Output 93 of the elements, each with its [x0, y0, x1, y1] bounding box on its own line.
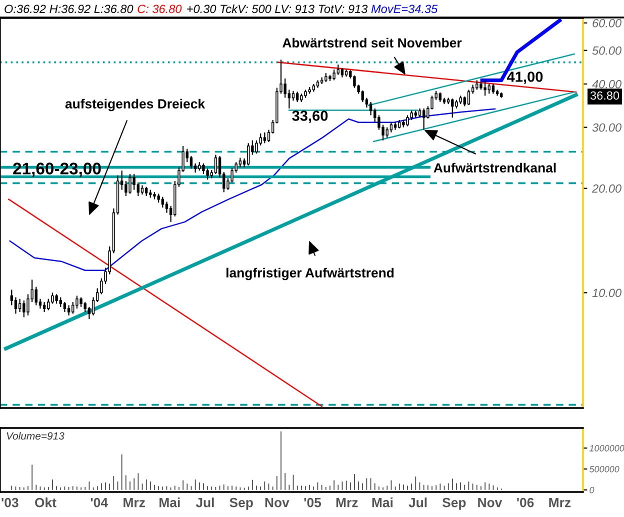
candlestick [10, 289, 14, 306]
x-tick-label: Mrz [549, 498, 571, 508]
text: C: 36.80 [138, 4, 182, 14]
candlestick [369, 101, 372, 116]
candlestick [406, 114, 409, 127]
candlestick [247, 142, 250, 166]
y-tick-label: 40.00 [592, 80, 622, 88]
x-tick-label: Mai [160, 498, 180, 508]
candlestick [132, 173, 136, 190]
candlestick [422, 108, 426, 130]
candlestick [190, 155, 193, 170]
x-tick-label: Nov [265, 498, 290, 508]
x-tick-label: Okt [35, 498, 56, 508]
candlestick [467, 89, 470, 106]
y-tick-label: 20.00 [592, 184, 622, 193]
annotation: Volume=913 [6, 432, 64, 440]
candlestick [284, 78, 286, 98]
y-tick-label: 10.00 [592, 288, 622, 298]
candlestick [451, 98, 454, 118]
annotation: langfristiger Aufwärtstrend [226, 268, 394, 280]
candlestick [165, 201, 168, 214]
y-tick-label: 0 [590, 486, 594, 494]
candlestick [59, 296, 62, 308]
candlestick [92, 296, 95, 316]
candlestick [214, 154, 218, 175]
candlestick [353, 75, 356, 88]
y-tick-label: 500000 [589, 466, 620, 472]
candlestick [124, 180, 128, 197]
candlestick [324, 72, 328, 83]
x-tick-label: Jul [196, 498, 214, 508]
y-tick-label: 50.00 [592, 46, 622, 55]
candlestick [72, 301, 74, 314]
candlestick [488, 83, 490, 94]
candlestick [84, 301, 86, 313]
candlestick [55, 294, 58, 304]
text: MovE=34.35 [371, 4, 438, 14]
x-tick-label: Mrz [124, 498, 145, 508]
y-tick-label: 30.00 [592, 123, 622, 132]
text: +0.30 TckV: 500 LV: 913 TotV: 913 [187, 4, 368, 14]
candlestick [128, 173, 132, 194]
candlestick [255, 140, 258, 154]
candlestick [144, 186, 148, 197]
candlestick [492, 83, 495, 94]
text: O:36.92 H:36.92 L:36.80 [4, 4, 134, 14]
candlestick [361, 90, 364, 103]
candlestick [63, 301, 66, 313]
candlestick [438, 92, 442, 103]
x-tick-label: '04 [90, 498, 108, 508]
candlestick [47, 298, 50, 311]
x-tick-label: Mrz [336, 498, 358, 508]
annotation: Abwärtstrend seit November [282, 38, 462, 48]
annotation: Aufwärtstrendkanal [434, 162, 556, 173]
candlestick [484, 80, 486, 96]
candlestick [18, 298, 22, 313]
annotation: 33,60 [292, 110, 328, 124]
candlestick [463, 96, 466, 107]
candlestick [336, 64, 340, 76]
x-tick-label: '03 [2, 498, 18, 508]
x-tick-label: '06 [517, 498, 534, 508]
candlestick [390, 122, 393, 133]
candlestick [22, 300, 26, 318]
candlestick [386, 126, 388, 138]
candlestick [292, 90, 295, 102]
x-tick-label: Jul [408, 498, 427, 508]
candlestick [42, 301, 46, 313]
x-tick-label: '05 [304, 498, 322, 508]
candlestick [80, 296, 82, 308]
y-tick-label: 60.00 [592, 18, 622, 28]
candlestick [26, 294, 30, 316]
x-tick-label: Sep [442, 498, 466, 510]
candlestick [34, 286, 38, 306]
candlestick [476, 80, 478, 90]
candlestick [263, 132, 266, 144]
annotation: 41,00 [506, 72, 543, 84]
candlestick [238, 157, 242, 168]
y-tick-label: 1000000 [589, 445, 624, 452]
annotation: aufsteigendes Dreieck [65, 98, 206, 112]
candlestick [14, 296, 18, 314]
x-tick-label: Mai [372, 498, 393, 508]
x-tick-label: Nov [478, 498, 502, 508]
candlestick [340, 67, 344, 78]
x-tick-label: Sep [230, 498, 253, 510]
candlestick [296, 91, 299, 103]
candlestick [161, 196, 164, 208]
candlestick [332, 69, 336, 81]
candlestick [67, 304, 70, 316]
candlestick [140, 184, 144, 196]
candlestick [76, 295, 78, 310]
candlestick [202, 162, 205, 175]
candlestick [410, 110, 413, 121]
text: 36.80 [590, 91, 620, 100]
candlestick [206, 168, 209, 180]
candlestick [418, 108, 422, 118]
